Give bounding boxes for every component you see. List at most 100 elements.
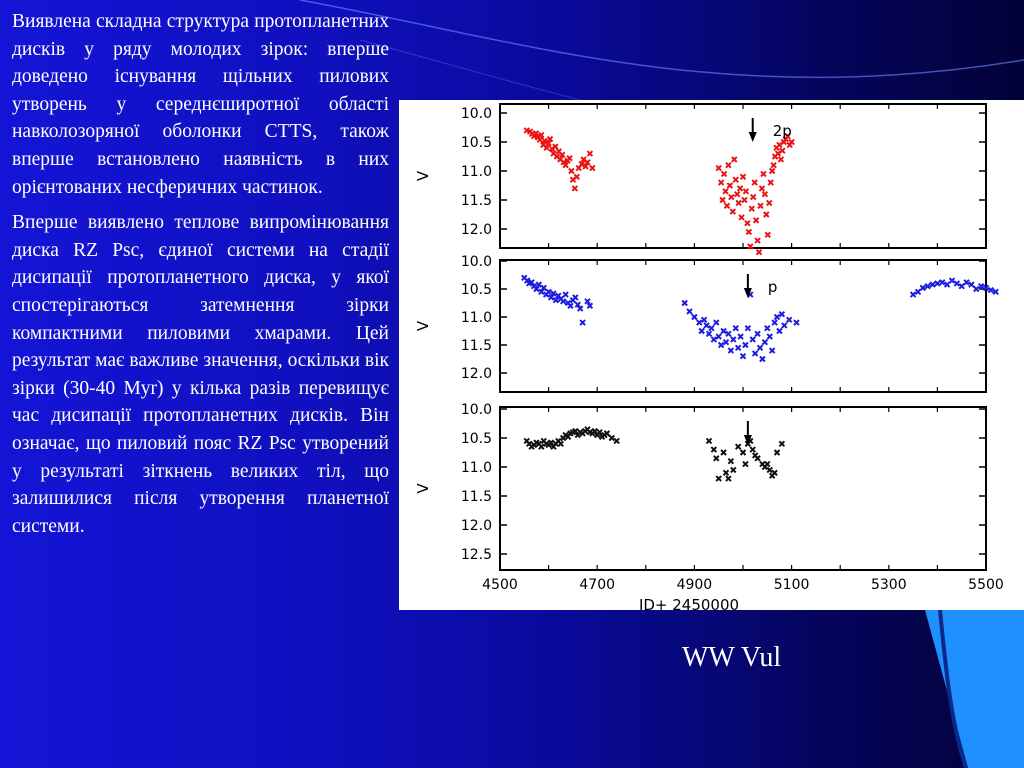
panel-1-data-point	[536, 136, 544, 143]
slide-body-text: Виявлена складна структура протопланетни…	[12, 8, 389, 548]
panel-1-data-point	[748, 205, 755, 212]
panel-1-data-point	[760, 170, 767, 178]
panel-2-data-point	[717, 341, 725, 349]
xtick-label: 5100	[774, 577, 810, 593]
xtick-label: 4900	[677, 577, 713, 593]
panel-1-ylabel: V	[414, 170, 432, 181]
panel-2-data-point	[535, 281, 543, 288]
panel-1-data-point	[770, 161, 777, 169]
panel-1-data-point	[776, 141, 783, 149]
panel-2-data-point	[929, 281, 936, 288]
panel-2-annotation-label: p	[768, 278, 778, 296]
panel-2-data-point	[567, 302, 574, 310]
panel-2-data-point	[574, 301, 581, 308]
panel-1-data-point	[532, 130, 540, 137]
panel-2-data-point	[713, 319, 720, 326]
panel-2-ytick-label: 10.5	[461, 282, 492, 298]
panel-1-data-point	[788, 138, 795, 146]
panel-2-data-point	[545, 288, 552, 296]
panel-1-data-point	[720, 170, 728, 178]
panel-3-data-point	[538, 443, 545, 450]
panel-1-data-point	[541, 137, 548, 145]
panel-2-data-point	[727, 347, 735, 354]
panel-3-data-point	[713, 455, 720, 462]
panel-1-data-point	[715, 164, 722, 172]
panel-1-data-point	[739, 173, 747, 181]
panel-2-data-point	[781, 322, 788, 329]
xtick-label: 5500	[968, 577, 1004, 593]
panel-2-data-point	[909, 291, 917, 298]
panel-2-data-point	[968, 281, 975, 288]
panel-1-data-point	[729, 208, 737, 215]
panel-2-data-point	[764, 324, 771, 332]
panel-2-data-point	[751, 350, 759, 357]
panel-3-data-point	[710, 446, 718, 453]
panel-3-data-point	[557, 440, 564, 448]
panel-3-arrow-head	[743, 435, 752, 445]
panel-2-data-point	[756, 344, 764, 352]
decor-swoosh-top	[299, 0, 1024, 79]
panel-2-data-point	[715, 333, 722, 340]
panel-2-data-point	[696, 319, 703, 326]
panel-2-data-point	[730, 336, 737, 343]
decor-light-blue-edge	[938, 609, 968, 768]
panel-1-data-point	[741, 196, 748, 204]
panel-1-data-point	[722, 188, 729, 195]
panel-2-data-point	[939, 279, 946, 286]
panel-2-data-point	[550, 290, 557, 297]
panel-2-data-point	[547, 294, 555, 301]
panel-2-data-point	[705, 330, 713, 338]
panel-1-annotation-label: 2p	[773, 122, 792, 140]
panel-1-data-point	[744, 219, 751, 227]
panel-1-data-point	[742, 188, 750, 195]
panel-1-data-point	[754, 237, 761, 244]
panel-2-ytick-label: 11.5	[461, 338, 492, 354]
panel-2-data-point	[766, 333, 773, 340]
panel-2-data-point	[958, 282, 965, 290]
panel-2-data-point	[963, 279, 970, 286]
panel-2-data-point	[576, 305, 584, 312]
panel-1-data-point	[774, 150, 782, 157]
panel-2-data-point	[771, 319, 778, 326]
panel-2-data-point	[914, 288, 922, 296]
panel-1-data-point	[751, 179, 758, 186]
panel-1-data-point	[732, 176, 739, 183]
panel-1-data-point	[568, 167, 575, 175]
panel-1-data-point	[735, 199, 742, 207]
panel-1-data-point	[562, 161, 569, 169]
xtick-label: 4500	[482, 577, 518, 593]
panel-1-data-point	[578, 160, 585, 168]
panel-2-data-point	[973, 285, 980, 293]
panel-3-data-point	[591, 427, 598, 435]
panel-2-data-point	[992, 288, 999, 296]
panel-2-data-point	[793, 319, 800, 326]
light-curve-figure: 10.0 10.5 11.0 11.5 12.0 V 2p 10.0 10.5 11.0 11.5 1…	[399, 100, 1024, 610]
panel-2-data-point	[710, 336, 718, 343]
panel-1-data-point	[784, 132, 791, 140]
panel-3-data-point	[705, 437, 713, 445]
xtick-label: 4700	[579, 577, 615, 593]
panel-1-data-point	[582, 163, 589, 170]
panel-1-data-point	[589, 164, 596, 172]
panel-2-data-point	[562, 291, 569, 298]
panel-2-data-point	[533, 285, 540, 293]
panel-2-data-point	[739, 352, 747, 360]
panel-2-data-point	[749, 336, 756, 343]
panel-2-data-point	[691, 313, 698, 321]
panel-2-data-point	[559, 298, 567, 305]
light-curve-chart: 10.0 10.5 11.0 11.5 12.0 V 2p 10.0 10.5 11.0 11.5 1…	[414, 103, 1004, 610]
panel-3-data-point	[720, 449, 727, 456]
panel-1-data-point	[738, 214, 745, 221]
panel-2-data-point	[953, 280, 961, 287]
panel-1-data-point	[717, 179, 725, 186]
panel-1-data-point	[733, 190, 741, 198]
panel-2-data-point	[742, 341, 749, 349]
panel-1-data-point	[538, 131, 545, 139]
panel-3-data-point	[722, 469, 730, 477]
panel-3-data-point	[547, 439, 555, 446]
panel-2-data-point	[681, 299, 688, 307]
panel-2-data-point	[754, 330, 761, 338]
panel-3-data-point	[742, 460, 749, 468]
panel-3-ytick-label: 11.0	[461, 460, 492, 476]
